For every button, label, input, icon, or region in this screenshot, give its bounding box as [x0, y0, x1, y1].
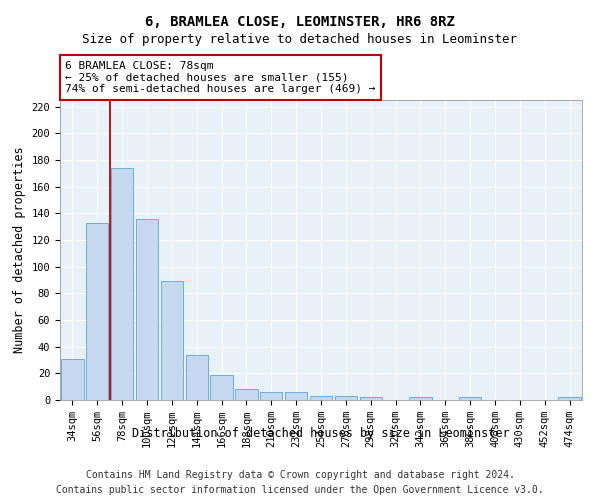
Y-axis label: Number of detached properties: Number of detached properties: [13, 146, 26, 354]
Bar: [310, 396, 332, 400]
Bar: [459, 398, 481, 400]
Bar: [185, 354, 208, 400]
Text: 6 BRAMLEA CLOSE: 78sqm
← 25% of detached houses are smaller (155)
74% of semi-de: 6 BRAMLEA CLOSE: 78sqm ← 25% of detached…: [65, 61, 376, 94]
Bar: [61, 358, 83, 400]
Bar: [359, 398, 382, 400]
Bar: [409, 398, 431, 400]
Bar: [161, 282, 183, 400]
Bar: [86, 222, 109, 400]
Text: Distribution of detached houses by size in Leominster: Distribution of detached houses by size …: [132, 428, 510, 440]
Bar: [136, 218, 158, 400]
Bar: [285, 392, 307, 400]
Text: 6, BRAMLEA CLOSE, LEOMINSTER, HR6 8RZ: 6, BRAMLEA CLOSE, LEOMINSTER, HR6 8RZ: [145, 15, 455, 29]
Bar: [260, 392, 283, 400]
Text: Contains HM Land Registry data © Crown copyright and database right 2024.: Contains HM Land Registry data © Crown c…: [86, 470, 514, 480]
Bar: [211, 374, 233, 400]
Bar: [111, 168, 133, 400]
Bar: [235, 390, 257, 400]
Bar: [335, 396, 357, 400]
Text: Size of property relative to detached houses in Leominster: Size of property relative to detached ho…: [83, 32, 517, 46]
Bar: [559, 398, 581, 400]
Text: Contains public sector information licensed under the Open Government Licence v3: Contains public sector information licen…: [56, 485, 544, 495]
